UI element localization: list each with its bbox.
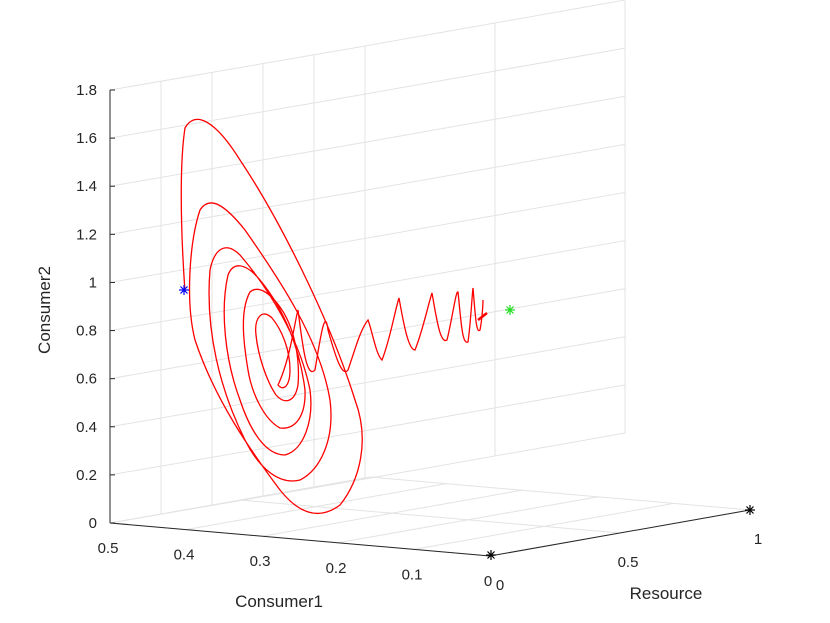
grid-line <box>109 382 366 428</box>
z-tick-label: 1.6 <box>76 130 97 147</box>
grid-lines <box>109 0 751 557</box>
y-tick-label: 0.4 <box>174 547 195 564</box>
y-tick-label: 0 <box>484 573 492 590</box>
z-tick-labels: 0 0.2 0.4 0.6 0.8 1 1.2 1.4 1.6 1.8 <box>76 82 115 532</box>
z-tick-label: 0.8 <box>76 323 97 340</box>
y-tick-label: 0.3 <box>250 553 271 570</box>
y-tick-label: 0.1 <box>402 566 423 583</box>
grid-line <box>109 93 366 139</box>
z-tick-label: 0.2 <box>76 467 97 484</box>
x-axis-label: Resource <box>630 584 703 603</box>
trajectory-line <box>180 118 484 514</box>
grid-line <box>109 430 366 476</box>
z-tick-label: 1.4 <box>76 178 97 195</box>
y-tick-label: 0.2 <box>326 560 347 577</box>
axes <box>109 90 751 557</box>
trajectory-end-tick <box>477 312 488 321</box>
x-tick-label: 0 <box>496 577 504 594</box>
grid-line <box>109 237 366 283</box>
resource-only-marker <box>745 505 755 515</box>
y-tick-label: 0.5 <box>98 540 119 557</box>
x-tick-label: 1 <box>754 531 762 548</box>
z-tick-label: 0 <box>89 515 97 532</box>
grid-line <box>109 189 366 235</box>
grid-line <box>239 499 621 534</box>
z-axis-label: Consumer2 <box>35 266 54 354</box>
grid-line <box>109 141 366 187</box>
grid-line <box>109 286 366 332</box>
z-tick-label: 0.6 <box>76 371 97 388</box>
y-tick-labels: 0 0.1 0.2 0.3 0.4 0.5 <box>98 540 493 590</box>
z-tick-label: 1 <box>89 274 97 291</box>
grid-line <box>109 45 366 91</box>
x-tick-labels: 00.51 <box>496 531 762 594</box>
grid-line <box>109 334 366 380</box>
grid-line <box>369 476 751 511</box>
x-tick-label: 0.5 <box>618 554 639 571</box>
y-axis-label: Consumer1 <box>235 592 323 611</box>
z-tick-label: 0.4 <box>76 419 97 436</box>
equilibrium-marker <box>505 305 515 315</box>
start-marker <box>179 285 189 295</box>
origin-marker <box>486 550 496 560</box>
z-tick-label: 1.8 <box>76 82 97 99</box>
z-tick-label: 1.2 <box>76 226 97 243</box>
